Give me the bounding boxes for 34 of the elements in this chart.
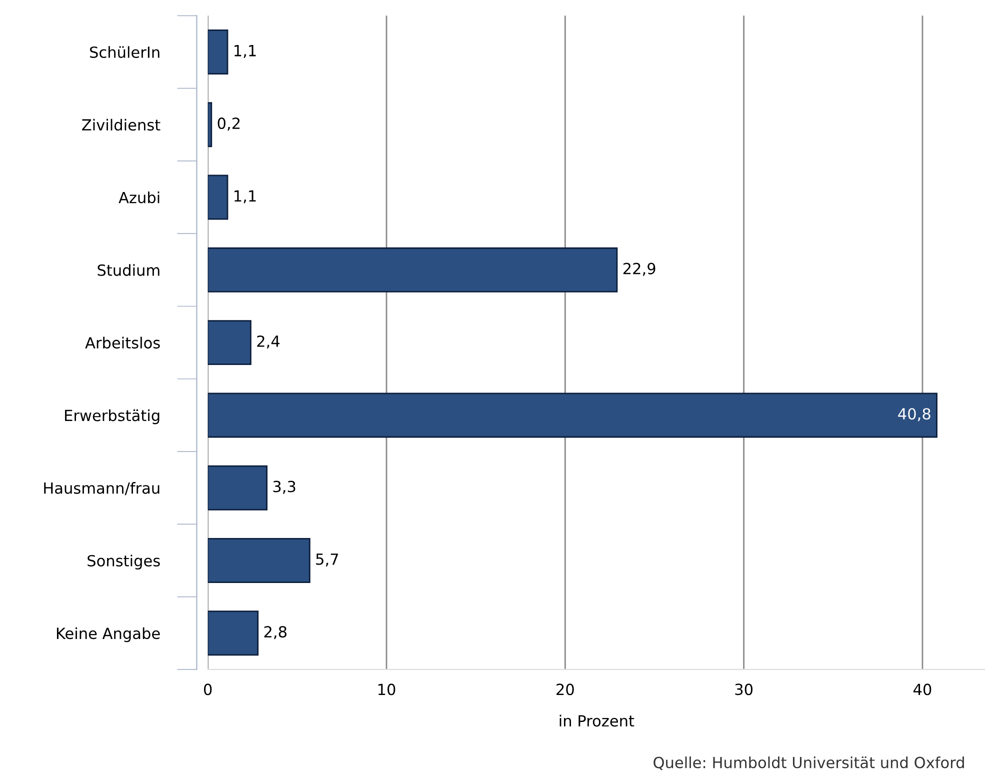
x-tick-label: 20 [556, 684, 574, 696]
y-tick-label: Sonstiges [88, 554, 160, 570]
bar [208, 320, 252, 366]
bar [208, 392, 938, 438]
data-label: 5,7 [316, 554, 338, 566]
y-tick-label: SchülerIn [90, 46, 160, 58]
y-tick-label: Erwerbstätig [65, 409, 160, 424]
x-tick-label: 10 [378, 684, 396, 696]
data-label: 22,9 [623, 262, 656, 276]
data-label: 2,4 [257, 335, 280, 349]
x-axis-title: in Prozent [560, 714, 634, 727]
y-tick-label: Studium [98, 264, 160, 276]
x-tick-label: 40 [913, 684, 932, 696]
bar [208, 174, 228, 220]
source-note: Quelle: Humboldt Universität und Oxford [654, 756, 964, 770]
bar [208, 102, 212, 148]
y-tick-label: Hausmann/frau [44, 482, 160, 496]
y-tick-label: Keine Angabe [56, 627, 160, 642]
bar [208, 29, 228, 74]
x-tick-label: 30 [735, 684, 753, 696]
data-label: 1,1 [234, 45, 256, 58]
data-label: 0,2 [218, 118, 240, 131]
bar [208, 538, 310, 583]
bar [208, 247, 618, 292]
bar [208, 610, 259, 656]
bar [208, 465, 268, 510]
x-tick-label: 0 [204, 684, 212, 696]
data-label: 40,8 [898, 408, 930, 422]
y-tick-label: Azubi [118, 191, 160, 204]
y-tick-label: Arbeitslos [85, 336, 160, 349]
data-label: 1,1 [234, 190, 256, 204]
data-label: 2,8 [264, 626, 286, 640]
y-tick-label: Zivildienst [82, 118, 160, 131]
data-label: 3,3 [273, 480, 296, 494]
